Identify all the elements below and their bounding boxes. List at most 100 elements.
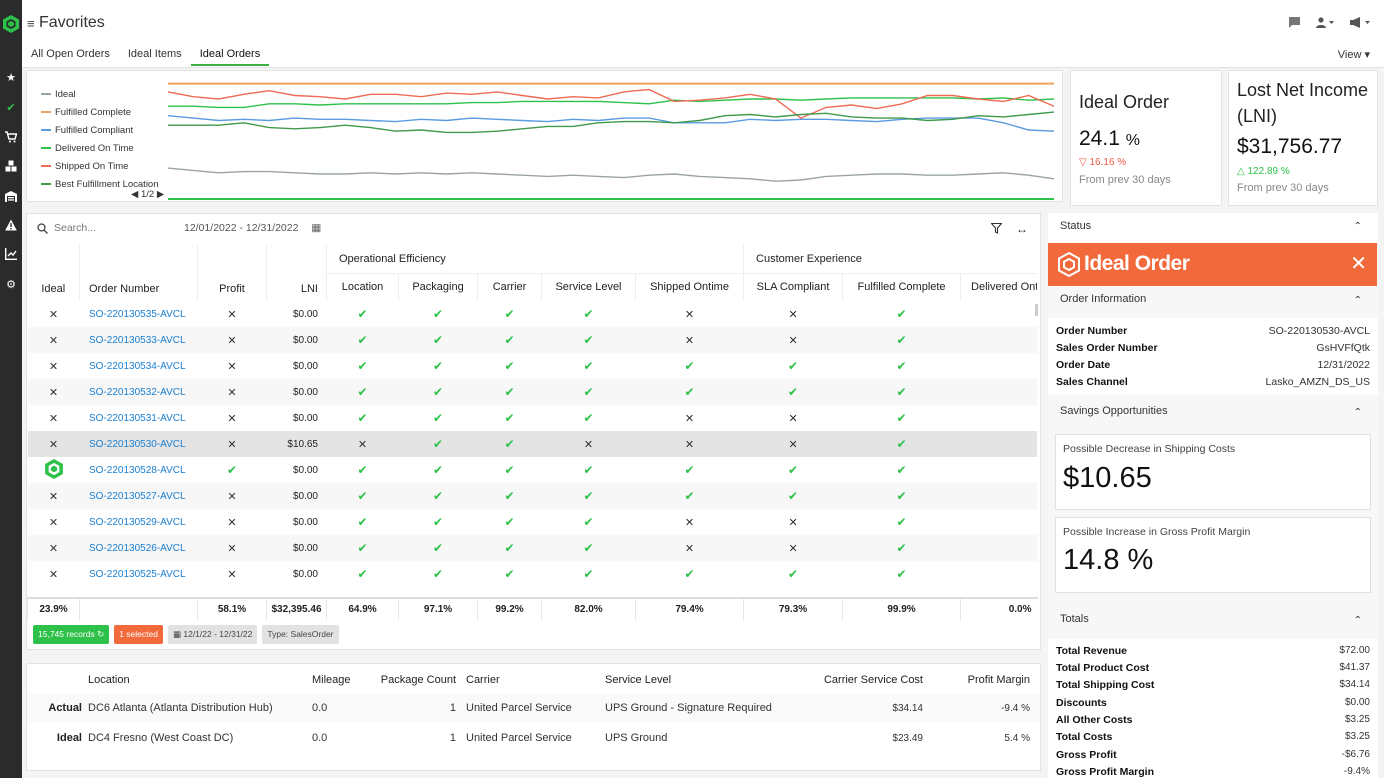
table-row[interactable]: ✕ SO-220130526-AVCL ✕ $0.00 ✔ ✔ ✔ ✔ ✕ ✕ ✔ [27, 535, 1037, 561]
detail-col-carrier[interactable]: Carrier [466, 674, 500, 686]
order-number-link[interactable]: SO-220130535-AVCL [89, 308, 186, 320]
series-line-delivered-on-time [168, 97, 1054, 109]
check-icon: ✔ [583, 385, 594, 399]
ideal-cell: ✕ [28, 561, 80, 587]
close-icon[interactable]: ✕ [1350, 253, 1367, 275]
legend-item[interactable]: Fulfilled Compliant [41, 121, 159, 139]
report-chart-icon[interactable] [4, 248, 18, 262]
detail-col-carrier-cost[interactable]: Carrier Service Cost [823, 674, 923, 686]
metric-cell: ✕ [326, 431, 399, 457]
chevron-up-icon[interactable]: ⌃ [1353, 615, 1362, 626]
calendar-icon[interactable]: ▦ [311, 222, 322, 234]
gear-icon[interactable]: ⚙ [6, 279, 16, 291]
detail-col-profit-margin[interactable]: Profit Margin [967, 674, 1030, 686]
warehouse-icon[interactable] [4, 190, 18, 204]
megaphone-icon[interactable] [1350, 17, 1370, 31]
table-row[interactable]: ✕ SO-220130533-AVCL ✕ $0.00 ✔ ✔ ✔ ✔ ✕ ✕ ✔ [27, 327, 1037, 353]
view-dropdown[interactable]: View ▾ [1338, 48, 1370, 61]
table-row[interactable]: ✕ SO-220130525-AVCL ✕ $0.00 ✔ ✔ ✔ ✔ ✔ ✔ ✔ [28, 561, 1038, 587]
status-header[interactable]: Status ⌃ [1048, 213, 1378, 243]
tab-bar: All Open Orders Ideal Items Ideal Orders [22, 44, 270, 66]
search-box[interactable]: Search... [37, 222, 96, 234]
warning-icon[interactable] [4, 219, 18, 233]
legend-item[interactable]: Best Fulfillment Location [41, 175, 159, 193]
detail-col-location[interactable]: Location [88, 674, 130, 686]
order-number-link[interactable]: SO-220130530-AVCL [79, 431, 198, 457]
search-input[interactable]: Search... [54, 222, 97, 234]
order-number-link[interactable]: SO-220130532-AVCL [79, 379, 198, 405]
order-number-link[interactable]: SO-220130531-AVCL [89, 412, 186, 424]
col-delivered-ontime[interactable]: Delivered Ont [960, 273, 1037, 301]
boxes-icon[interactable] [4, 160, 18, 174]
refresh-icon[interactable]: ↻ [97, 629, 105, 639]
star-icon[interactable]: ★ [6, 72, 16, 84]
col-fulfilled-complete[interactable]: Fulfilled Complete [842, 273, 961, 301]
lni-cell: $0.00 [266, 327, 327, 353]
check-icon: ✔ [504, 359, 515, 373]
filter-icon[interactable] [990, 222, 1003, 237]
order-number-link[interactable]: SO-220130527-AVCL [79, 483, 198, 509]
table-row[interactable]: ✕ SO-220130531-AVCL ✕ $0.00 ✔ ✔ ✔ ✔ ✕ ✕ ✔ [28, 405, 1038, 431]
order-number-link[interactable]: SO-220130525-AVCL [89, 568, 186, 580]
user-icon[interactable] [1316, 17, 1334, 31]
table-row[interactable]: ✕ SO-220130532-AVCL ✕ $0.00 ✔ ✔ ✔ ✔ ✔ ✔ ✔ [27, 379, 1037, 405]
app-logo-icon[interactable] [3, 15, 19, 33]
col-carrier[interactable]: Carrier [477, 273, 542, 301]
checkmark-icon[interactable]: ✔ [6, 102, 16, 114]
detail-col-mileage[interactable]: Mileage [312, 674, 351, 686]
profit-cell: ✕ [197, 483, 267, 509]
scrollbar-thumb[interactable] [1035, 304, 1038, 316]
date-range-field[interactable]: 12/01/2022 - 12/31/2022 ▦ [184, 222, 321, 234]
table-row[interactable]: ✕ SO-220130527-AVCL ✕ $0.00 ✔ ✔ ✔ ✔ ✔ ✔ ✔ [27, 483, 1037, 509]
check-icon: ✔ [788, 489, 799, 503]
table-row[interactable]: SO-220130528-AVCL ✔ $0.00 ✔ ✔ ✔ ✔ ✔ ✔ ✔ [28, 457, 1038, 483]
tab-ideal-orders[interactable]: Ideal Orders [190, 44, 270, 66]
col-packaging[interactable]: Packaging [398, 273, 478, 301]
col-profit[interactable]: Profit [197, 245, 267, 301]
table-row[interactable]: ✕ SO-220130530-AVCL ✕ $10.65 ✕ ✔ ✔ ✕ ✕ ✕ ✔ [27, 431, 1037, 457]
expand-horizontal-icon[interactable]: ↔ [1016, 222, 1028, 236]
detail-count: 1 [449, 702, 456, 714]
check-icon: ✔ [504, 541, 515, 555]
cart-icon[interactable] [4, 131, 18, 145]
col-service-level[interactable]: Service Level [541, 273, 636, 301]
col-lni[interactable]: LNI [266, 245, 327, 301]
metric-cell: ✔ [477, 431, 542, 457]
col-shipped-ontime[interactable]: Shipped Ontime [634, 273, 744, 301]
menu-icon[interactable]: ≡ [27, 16, 35, 31]
order-number-link[interactable]: SO-220130533-AVCL [79, 327, 198, 353]
check-icon: ✔ [684, 385, 695, 399]
order-number-link[interactable]: SO-220130526-AVCL [79, 535, 198, 561]
col-sla-compliant[interactable]: SLA Compliant [743, 273, 843, 301]
date-chip[interactable]: ▦ 12/1/22 - 12/31/22 [167, 625, 258, 644]
legend-item[interactable]: Fulfilled Complete [41, 103, 159, 121]
legend-item[interactable]: Shipped On Time [41, 157, 159, 175]
legend-item[interactable]: Ideal [41, 85, 159, 103]
order-number-link[interactable]: SO-220130534-AVCL [89, 360, 186, 372]
order-number-link[interactable]: SO-220130529-AVCL [89, 516, 186, 528]
col-order-number[interactable]: Order Number [79, 245, 198, 301]
legend-item[interactable]: Delivered On Time [41, 139, 159, 157]
tab-ideal-items[interactable]: Ideal Items [127, 48, 182, 60]
check-icon: ✔ [432, 411, 444, 425]
chevron-up-icon[interactable]: ⌃ [1353, 407, 1362, 418]
selected-chip[interactable]: 1 selected [114, 625, 163, 644]
table-row[interactable]: ✕ SO-220130534-AVCL ✕ $0.00 ✔ ✔ ✔ ✔ ✔ ✔ ✔ [28, 353, 1038, 379]
detail-col-package-count[interactable]: Package Count [380, 674, 456, 686]
col-location[interactable]: Location [326, 273, 399, 301]
total-cell: 82.0% [541, 597, 636, 620]
next-page-icon[interactable]: ▶ [156, 189, 165, 200]
chevron-up-icon[interactable]: ⌃ [1353, 295, 1362, 306]
chat-icon[interactable] [1289, 17, 1300, 31]
order-number-link[interactable]: SO-220130528-AVCL [89, 464, 186, 476]
records-chip[interactable]: 15,745 records ↻ [33, 625, 110, 644]
prev-page-icon[interactable]: ◀ [131, 189, 139, 200]
chevron-up-icon[interactable]: ⌃ [1353, 221, 1362, 232]
triangle-down-icon: ▽ [1079, 157, 1087, 168]
type-chip[interactable]: Type: SalesOrder [262, 625, 339, 644]
col-ideal[interactable]: Ideal [41, 283, 66, 295]
table-row[interactable]: ✕ SO-220130529-AVCL ✕ $0.00 ✔ ✔ ✔ ✔ ✕ ✕ ✔ [28, 509, 1038, 535]
detail-col-service-level[interactable]: Service Level [605, 674, 672, 686]
tab-all-open-orders[interactable]: All Open Orders [31, 48, 110, 60]
table-row[interactable]: ✕ SO-220130535-AVCL ✕ $0.00 ✔ ✔ ✔ ✔ ✕ ✕ ✔ [28, 301, 1038, 327]
